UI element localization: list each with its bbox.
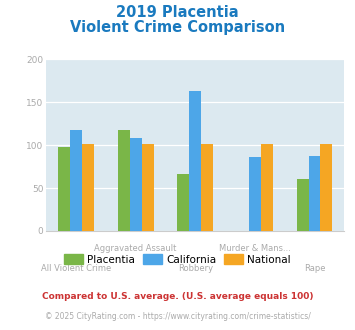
Text: Aggravated Assault: Aggravated Assault — [94, 244, 177, 253]
Bar — [308, 156, 321, 231]
Legend: Placentia, California, National: Placentia, California, National — [60, 250, 295, 269]
Bar — [189, 91, 201, 231]
Text: © 2025 CityRating.com - https://www.cityrating.com/crime-statistics/: © 2025 CityRating.com - https://www.city… — [45, 312, 310, 321]
Text: Murder & Mans...: Murder & Mans... — [219, 244, 291, 253]
Bar — [130, 138, 142, 231]
Bar — [118, 130, 130, 231]
Bar — [249, 157, 261, 231]
Bar — [82, 144, 94, 231]
Text: Robbery: Robbery — [178, 264, 213, 273]
Text: 2019 Placentia: 2019 Placentia — [116, 5, 239, 20]
Bar — [297, 179, 308, 231]
Bar — [178, 174, 189, 231]
Text: Rape: Rape — [304, 264, 325, 273]
Text: Violent Crime Comparison: Violent Crime Comparison — [70, 20, 285, 35]
Bar — [261, 144, 273, 231]
Bar — [142, 144, 153, 231]
Bar — [70, 130, 82, 231]
Bar — [58, 147, 70, 231]
Bar — [201, 144, 213, 231]
Bar — [321, 144, 332, 231]
Text: All Violent Crime: All Violent Crime — [41, 264, 111, 273]
Text: Compared to U.S. average. (U.S. average equals 100): Compared to U.S. average. (U.S. average … — [42, 292, 313, 301]
